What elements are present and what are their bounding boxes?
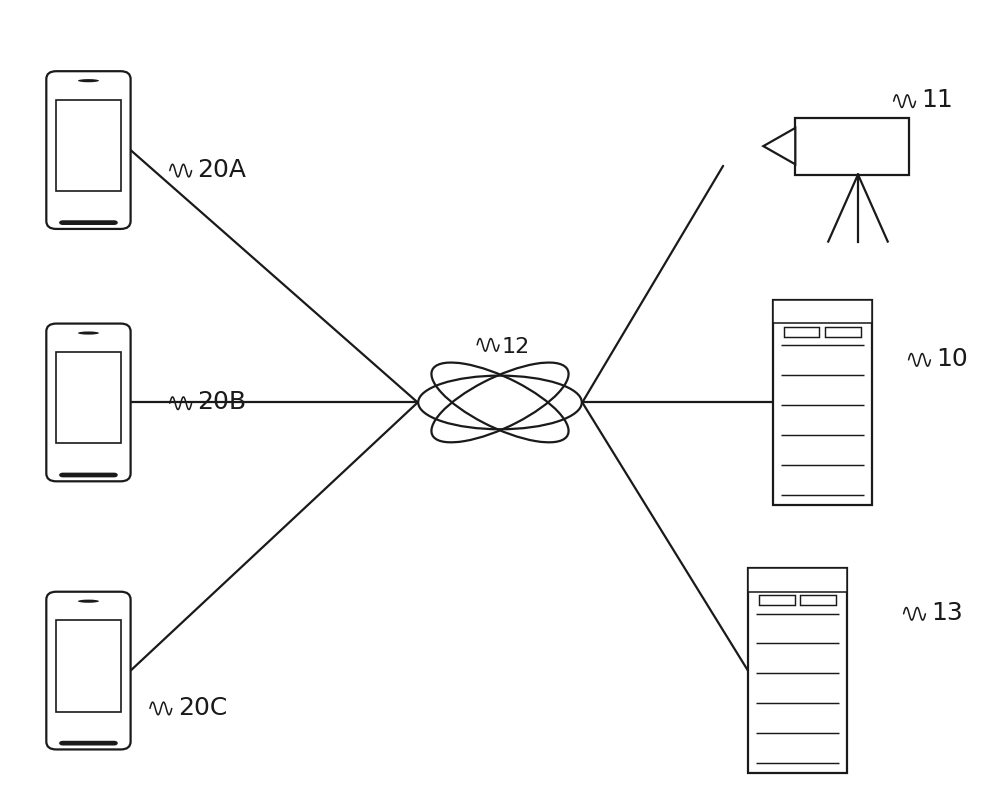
Bar bbox=[784, 327, 819, 337]
Bar bbox=[56, 620, 121, 712]
Bar bbox=[56, 352, 121, 443]
FancyBboxPatch shape bbox=[59, 220, 118, 225]
Ellipse shape bbox=[78, 79, 99, 82]
Bar bbox=[748, 568, 847, 591]
Bar bbox=[759, 595, 795, 606]
Bar bbox=[825, 327, 861, 337]
Text: 20B: 20B bbox=[198, 391, 247, 414]
Ellipse shape bbox=[418, 375, 582, 430]
FancyBboxPatch shape bbox=[59, 473, 118, 477]
Bar bbox=[773, 300, 872, 324]
FancyBboxPatch shape bbox=[46, 71, 131, 229]
FancyBboxPatch shape bbox=[59, 740, 118, 745]
Ellipse shape bbox=[78, 599, 99, 603]
Text: 20C: 20C bbox=[178, 696, 227, 720]
FancyBboxPatch shape bbox=[46, 324, 131, 481]
Text: 12: 12 bbox=[502, 337, 530, 357]
Bar bbox=[800, 595, 836, 606]
Text: 11: 11 bbox=[921, 88, 953, 112]
FancyBboxPatch shape bbox=[46, 591, 131, 749]
Bar bbox=[795, 118, 909, 175]
Text: 20A: 20A bbox=[198, 158, 247, 182]
Bar bbox=[56, 100, 121, 191]
Ellipse shape bbox=[78, 332, 99, 335]
Text: 13: 13 bbox=[931, 601, 963, 625]
Polygon shape bbox=[763, 128, 795, 164]
Text: 10: 10 bbox=[936, 347, 968, 371]
Bar bbox=[748, 568, 847, 773]
Bar bbox=[773, 300, 872, 505]
